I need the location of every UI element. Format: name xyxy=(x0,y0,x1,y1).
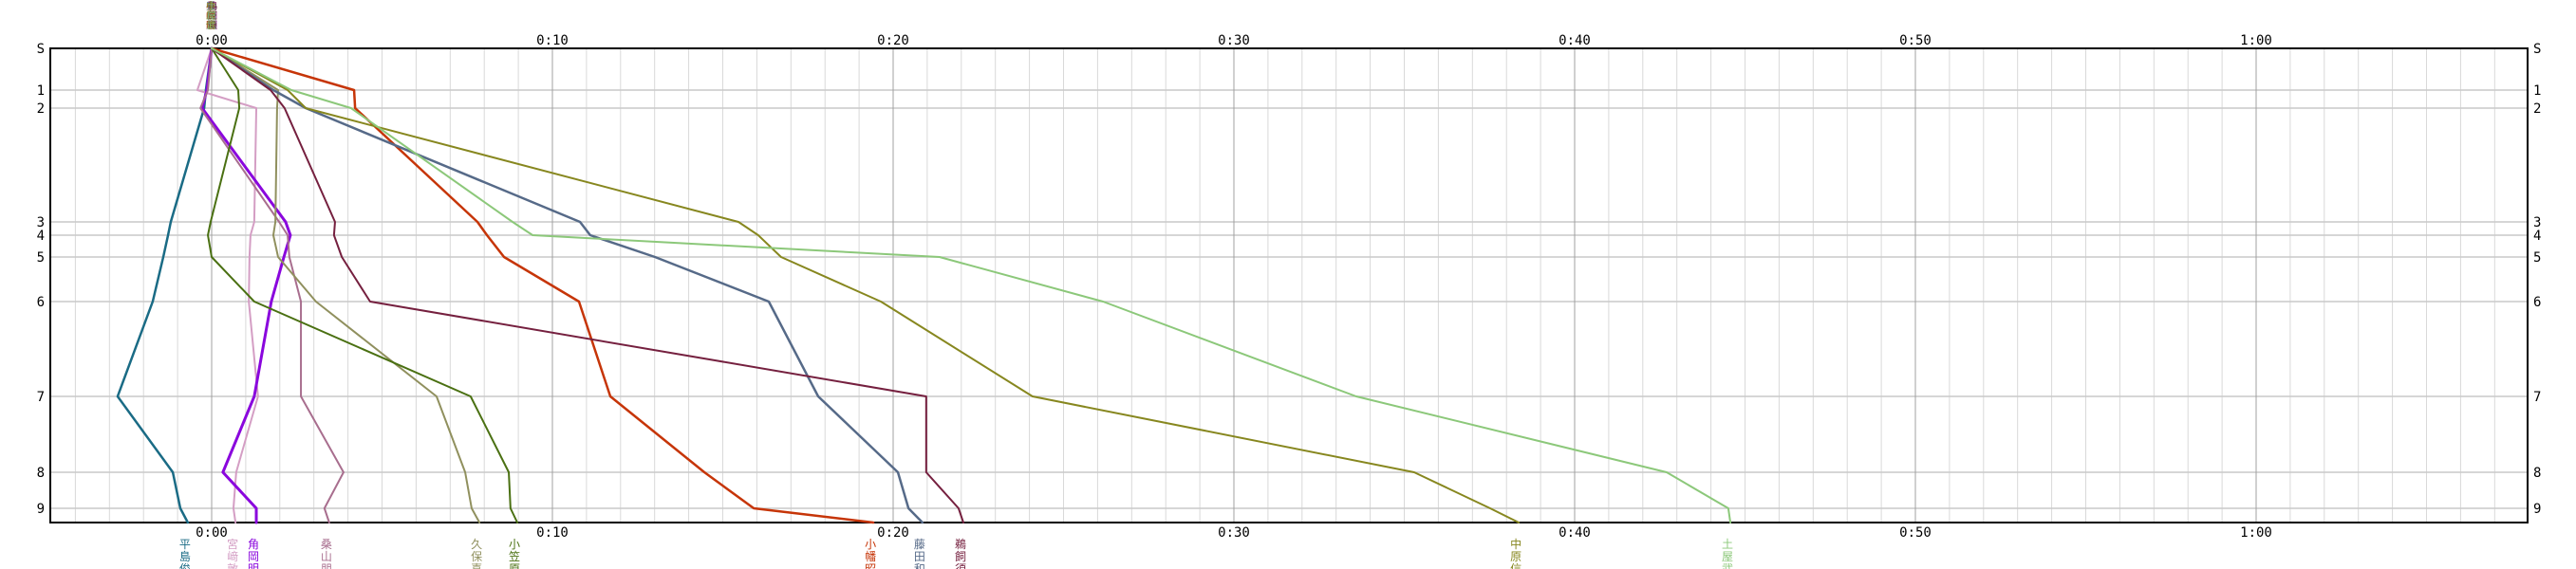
control-label-right: 5 xyxy=(2533,250,2541,266)
time-tick-label-top: 0:30 xyxy=(1218,33,1250,48)
control-label-right: 6 xyxy=(2533,295,2541,310)
runner-line xyxy=(211,47,1521,523)
control-label-left: 1 xyxy=(37,83,45,99)
runner-line xyxy=(116,46,214,524)
runner-finish-name: 桑山朋 xyxy=(321,538,332,569)
runner-finish-name: 小笠原 xyxy=(509,538,520,569)
control-label-right: 2 xyxy=(2533,101,2541,117)
control-label-right: S xyxy=(2533,42,2541,57)
start-cluster-name: 桑山朋 xyxy=(206,1,215,31)
time-tick-label-bottom: 1:00 xyxy=(2240,525,2272,541)
start-cluster-name: 土屋武 xyxy=(207,0,216,31)
plot-border xyxy=(49,47,2529,523)
runner-finish-name: 中原信 xyxy=(1510,537,1521,569)
time-tick-label-bottom: 0:50 xyxy=(1899,525,1932,541)
runner-line xyxy=(210,46,924,524)
control-label-left: 6 xyxy=(37,295,45,310)
control-label-right: 3 xyxy=(2533,215,2541,230)
time-tick-label-top: 0:20 xyxy=(877,33,909,48)
start-cluster-name: 鵜飼須 xyxy=(208,0,217,31)
start-cluster-name: 藤田和 xyxy=(207,1,216,31)
start-cluster-name: 平島俊 xyxy=(206,2,215,31)
control-label-left: 3 xyxy=(37,215,45,230)
start-cluster-name: 小笠原 xyxy=(208,1,217,31)
start-cluster-name: 中原信 xyxy=(206,0,215,31)
control-label-left: 4 xyxy=(37,229,45,244)
start-cluster-name: 角岡明 xyxy=(208,1,217,31)
runner-finish-name: 久保喜 xyxy=(471,538,482,569)
control-label-right: 7 xyxy=(2533,390,2541,405)
runner-finish-name: 宮﨑敦 xyxy=(227,537,238,569)
start-cluster-name: 宮﨑敦 xyxy=(207,0,216,31)
control-label-left: 2 xyxy=(37,101,45,117)
time-tick-label-bottom: 0:30 xyxy=(1218,525,1250,541)
time-tick-label-bottom: 0:20 xyxy=(877,525,909,541)
control-label-right: 1 xyxy=(2533,83,2541,99)
control-label-right: 8 xyxy=(2533,466,2541,481)
time-tick-label-top: 0:40 xyxy=(1559,33,1591,48)
runner-finish-name: 鵜飼須 xyxy=(955,538,966,569)
time-tick-label-top: 0:00 xyxy=(196,33,228,48)
control-label-right: 4 xyxy=(2533,229,2541,244)
runner-line xyxy=(211,47,964,523)
control-label-left: S xyxy=(37,42,45,57)
time-tick-label-top: 0:10 xyxy=(536,33,569,48)
start-cluster-name: 久保喜 xyxy=(207,1,216,31)
runner-line xyxy=(196,47,259,523)
time-tick-label-top: 0:50 xyxy=(1899,33,1932,48)
control-label-right: 9 xyxy=(2533,502,2541,517)
runner-line xyxy=(211,47,481,523)
start-cluster-name: 小幡昭 xyxy=(206,1,215,31)
control-label-left: 9 xyxy=(37,502,45,517)
runner-finish-name: 土屋武 xyxy=(1722,538,1733,569)
runner-finish-name: 藤田和 xyxy=(914,538,925,569)
runner-line xyxy=(199,47,345,523)
time-tick-label-top: 1:00 xyxy=(2240,33,2272,48)
runner-finish-name: 角岡明 xyxy=(248,538,259,569)
control-label-left: 5 xyxy=(37,250,45,266)
runner-line xyxy=(211,47,1732,523)
control-label-left: 8 xyxy=(37,466,45,481)
control-label-left: 7 xyxy=(37,390,45,405)
runner-finish-name: 平島俊 xyxy=(179,538,191,569)
runner-line xyxy=(210,46,875,524)
time-tick-label-bottom: 0:40 xyxy=(1559,525,1591,541)
time-tick-label-bottom: 0:00 xyxy=(196,525,228,541)
time-tick-label-bottom: 0:10 xyxy=(536,525,569,541)
runner-finish-name: 小幡昭 xyxy=(865,538,876,569)
runner-line xyxy=(207,47,519,523)
